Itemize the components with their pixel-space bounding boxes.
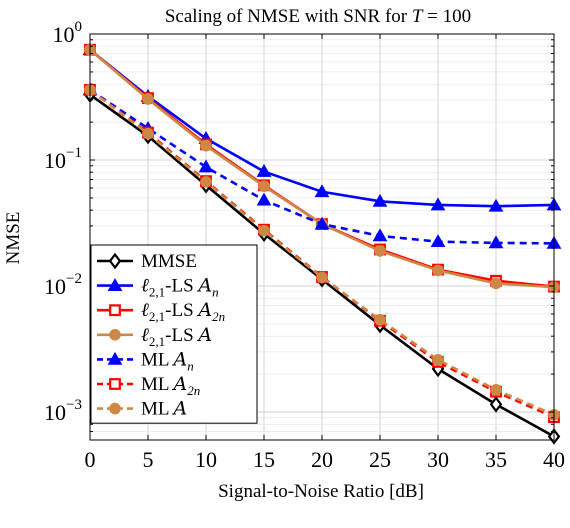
legend-label: ℓ2,1-LS A: [141, 324, 212, 349]
x-tick-labels: 0 5 10 15 20 25 30 35 40: [85, 447, 566, 472]
data-point: [316, 271, 328, 284]
data-point: [256, 164, 272, 177]
data-point: [258, 224, 270, 237]
legend-label: ML An: [141, 348, 194, 373]
data-point: [198, 159, 214, 173]
data-point: [488, 198, 504, 212]
y-tick-label: 10−2: [44, 271, 82, 299]
legend-entry: MMSE: [97, 251, 197, 272]
legend-entry: ℓ2,1-LS An: [97, 275, 219, 300]
legend-swatch-marker: [109, 329, 121, 341]
data-point: [490, 277, 502, 290]
data-point: [489, 396, 503, 413]
legend-swatch-marker: [107, 278, 123, 291]
legend-label: ML A: [141, 398, 187, 420]
data-point: [490, 384, 502, 396]
legend-entry: ℓ2,1-LS A2n: [97, 299, 225, 324]
chart-title: Scaling of NMSE with SNR for T = 100: [165, 6, 471, 27]
x-axis-label: Signal-to-Noise Ratio [dB]: [218, 481, 424, 502]
legend-swatch-marker: [107, 351, 123, 365]
x-tick-label: 5: [143, 447, 154, 472]
x-tick-label: 15: [253, 447, 275, 472]
legend-label: MMSE: [141, 251, 197, 272]
series-6: [84, 84, 560, 421]
legend-entry: ℓ2,1-LS A: [97, 324, 212, 349]
legend-entry: ML A2n: [97, 373, 200, 398]
legend-label: ℓ2,1-LS An: [141, 275, 219, 300]
legend-entry: ML A: [97, 398, 187, 420]
data-point: [432, 264, 444, 277]
legend-swatch-marker: [109, 304, 121, 317]
data-point: [374, 313, 386, 326]
data-point: [256, 192, 272, 206]
legend-entry: ML An: [97, 348, 194, 373]
legend-label: ML A2n: [141, 373, 200, 398]
x-tick-label: 10: [195, 447, 217, 472]
y-tick-label: 100: [53, 19, 83, 47]
data-point: [142, 93, 154, 105]
x-tick-label: 20: [311, 447, 333, 472]
data-point: [372, 193, 388, 207]
legend-label: ℓ2,1-LS A2n: [141, 299, 225, 324]
data-point: [430, 234, 446, 248]
legend-swatch-marker: [109, 402, 121, 415]
y-tick-label: 10−3: [44, 397, 82, 425]
x-tick-label: 30: [427, 447, 449, 472]
data-point: [314, 216, 330, 230]
x-tick-label: 0: [85, 447, 96, 472]
data-point: [432, 353, 444, 366]
data-point: [488, 235, 504, 249]
legend-swatch-marker: [109, 378, 121, 390]
data-point: [258, 180, 270, 192]
data-point: [430, 197, 446, 211]
legend-swatch-marker: [108, 252, 122, 270]
x-tick-label: 40: [543, 447, 565, 472]
data-point: [314, 184, 330, 198]
data-point: [374, 245, 386, 257]
data-point: [200, 176, 212, 188]
x-tick-label: 35: [485, 447, 507, 472]
data-point: [142, 127, 154, 140]
data-point: [372, 228, 388, 242]
series-line: [89, 88, 555, 417]
y-axis-label: NMSE: [3, 212, 24, 265]
y-tick-label: 10−1: [44, 145, 82, 173]
data-point: [200, 139, 212, 152]
y-tick-labels: 10−3 10−2 10−1 100: [44, 19, 82, 425]
x-tick-label: 25: [369, 447, 391, 472]
